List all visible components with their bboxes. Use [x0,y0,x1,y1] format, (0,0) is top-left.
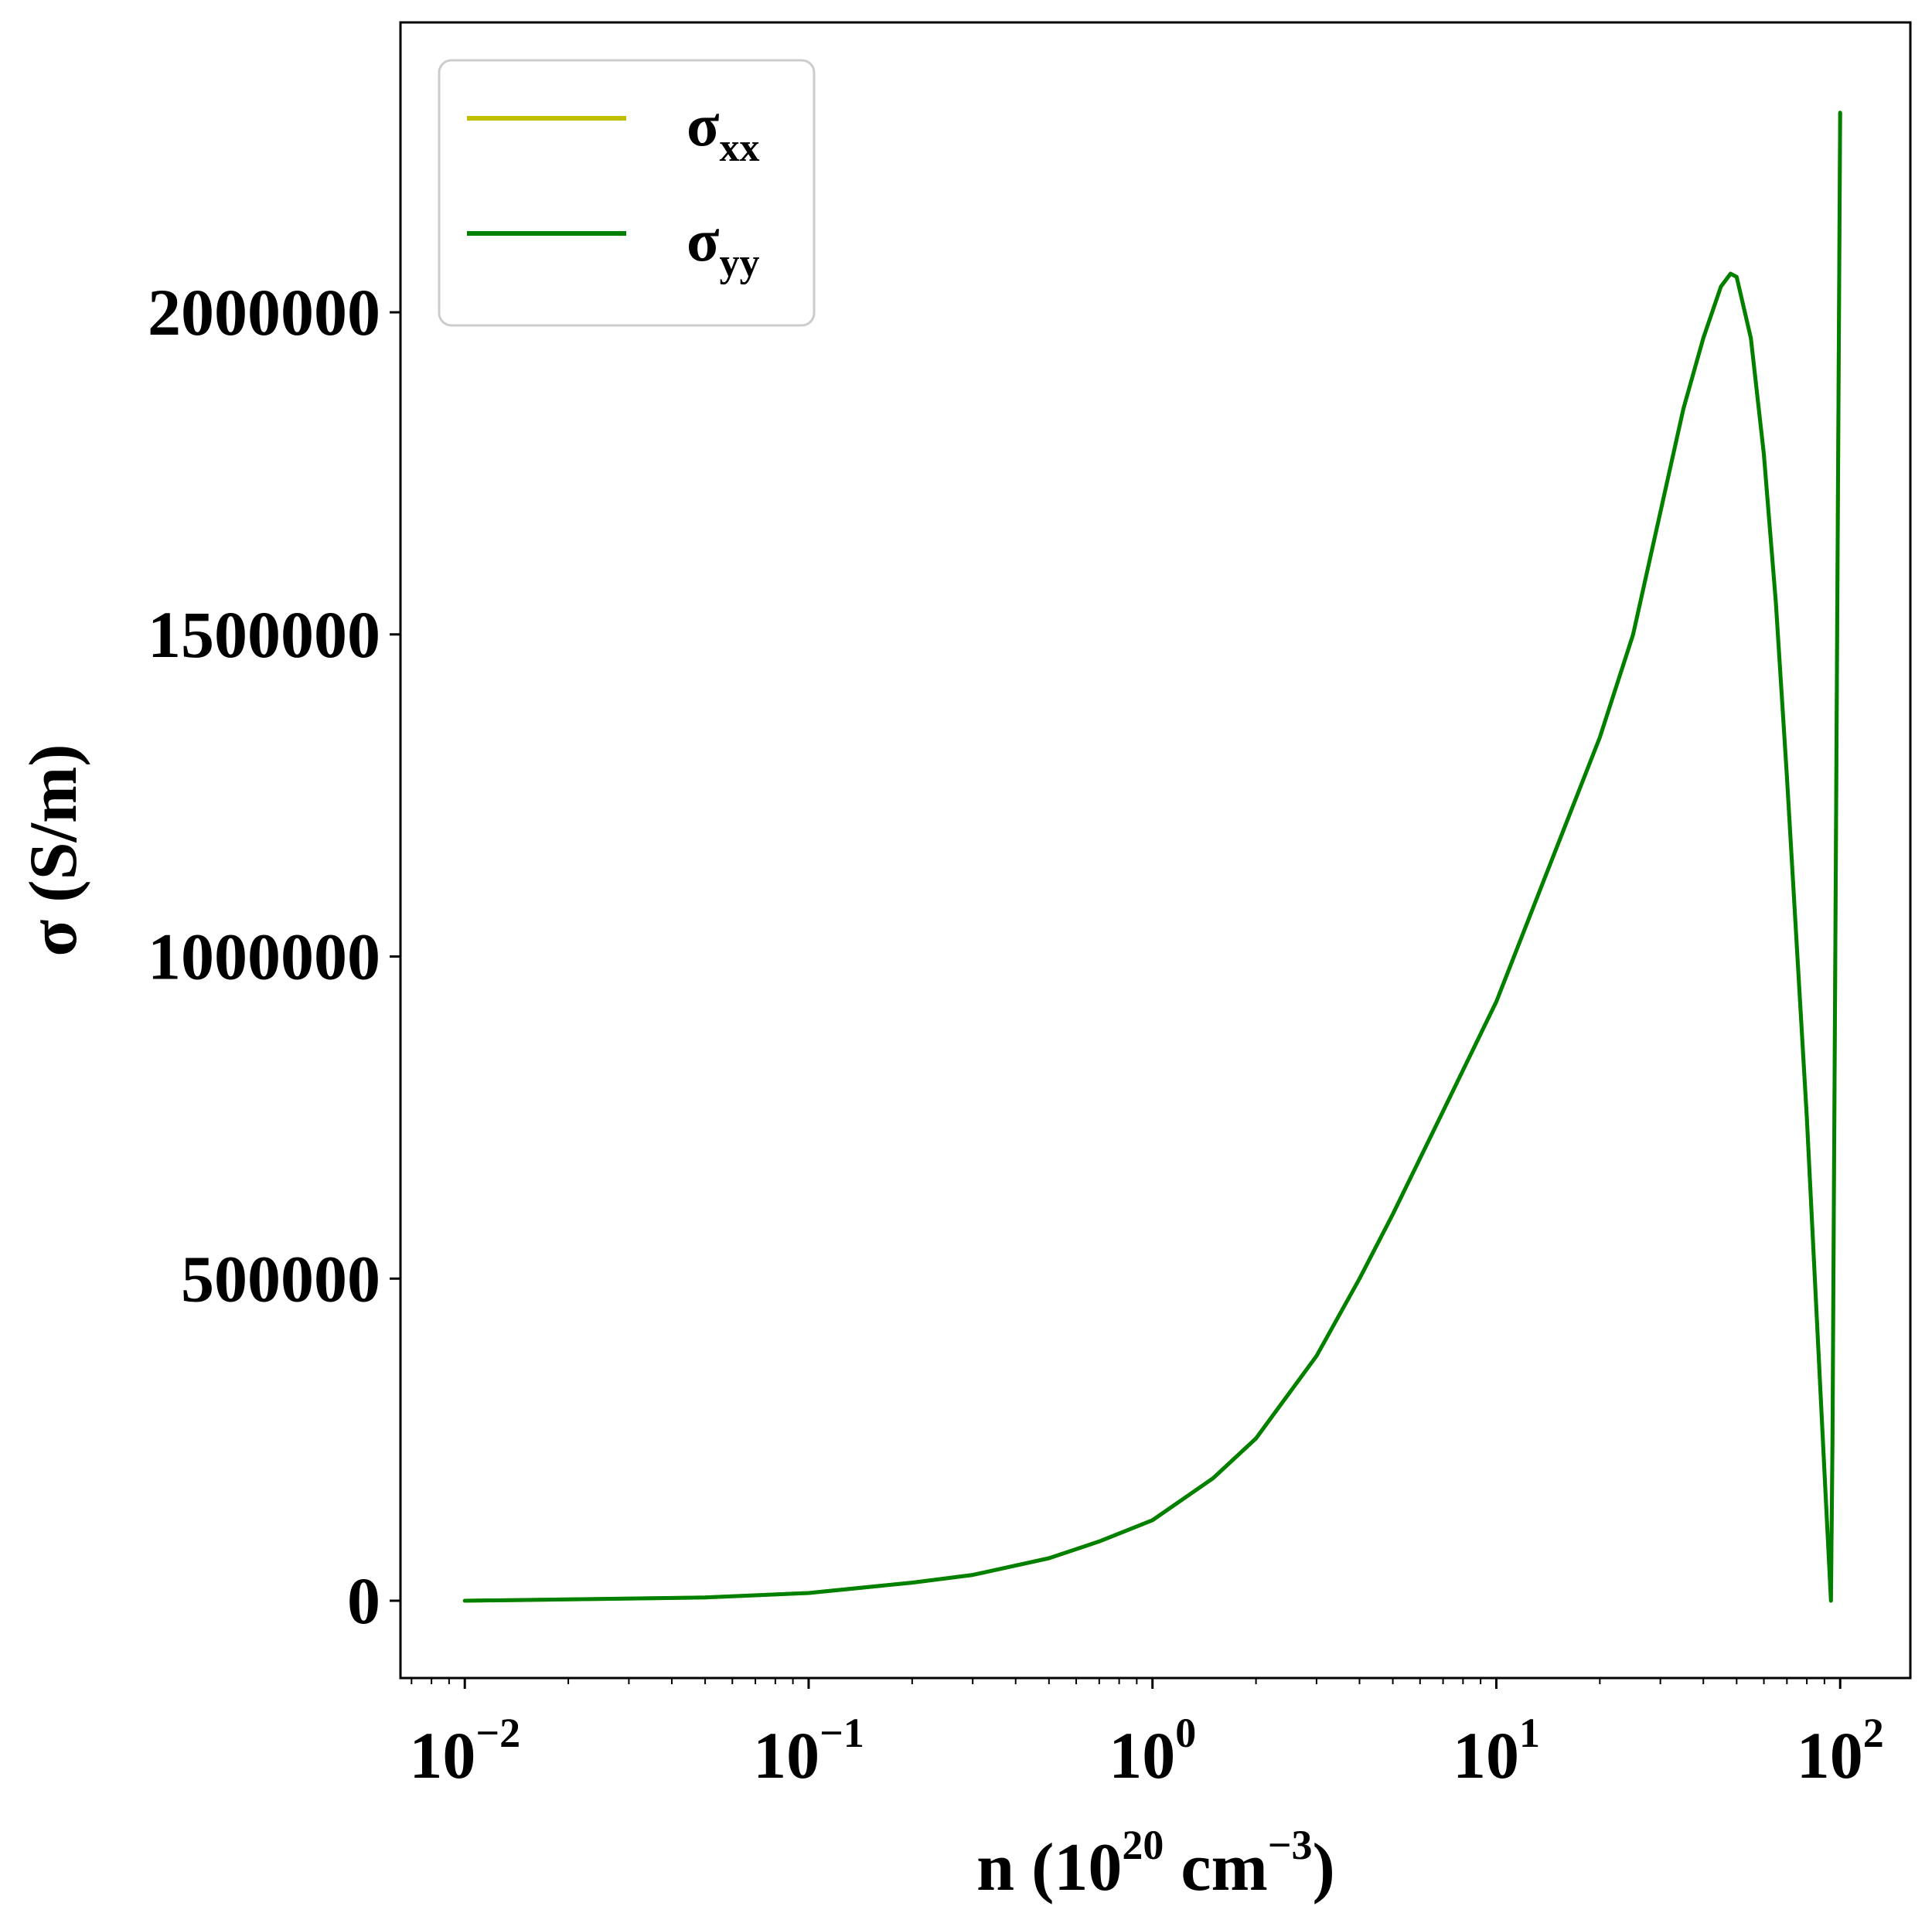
legend: σxx σyy [438,59,816,327]
y-tick-label: 1000000 [148,920,380,994]
x-tick-label: 101 [1453,1710,1540,1792]
x-tick-label-exponent: 0 [1175,1710,1196,1756]
legend-label-sigma-xx: σxx [687,91,759,170]
legend-label-sigma-xx-subscript: xx [719,126,759,170]
x-tick-label: 102 [1797,1710,1884,1792]
x-axis-label-base: n (10 [976,1830,1122,1905]
x-tick-label: 100 [1109,1710,1196,1792]
x-axis-label-end: ) [1313,1830,1335,1905]
x-axis-label-unit: cm [1164,1830,1267,1905]
series-line-sigma-yy [462,111,1842,1603]
x-axis-label: n (1020 cm−3) [976,1822,1335,1905]
y-tick-label: 1500000 [148,597,380,672]
plot-frame [399,21,1912,1680]
legend-box [438,59,816,327]
x-axis-label-exponent-2: −3 [1268,1822,1313,1868]
x-tick-label-base: 10 [753,1718,819,1792]
x-tick-label-exponent: −2 [475,1710,520,1756]
legend-label-sigma-yy: σyy [687,206,759,285]
x-axis-ticks: 10−2 10−1 100 101 102 [409,1678,1884,1792]
x-axis-label-exponent-1: 20 [1122,1822,1164,1868]
y-axis-ticks: 0 500000 1000000 1500000 2000000 [148,275,400,1638]
legend-label-sigma-yy-subscript: yy [719,241,759,285]
legend-label-sigma-xx-symbol: σ [687,91,719,158]
y-tick-label: 2000000 [148,275,380,349]
y-tick-label: 500000 [181,1241,380,1316]
x-tick-label-exponent: 1 [1519,1710,1540,1756]
x-tick-label: 10−1 [753,1710,864,1792]
x-tick-label-base: 10 [1109,1718,1175,1792]
x-tick-label: 10−2 [409,1710,520,1792]
x-tick-label-base: 10 [1797,1718,1863,1792]
x-tick-label-base: 10 [409,1718,475,1792]
x-tick-label-exponent: 2 [1863,1710,1884,1756]
y-tick-label: 0 [347,1564,380,1638]
y-axis-label: σ (S/m) [16,744,91,956]
legend-label-sigma-yy-symbol: σ [687,206,719,274]
x-tick-label-base: 10 [1453,1718,1519,1792]
x-tick-label-exponent: −1 [819,1710,864,1756]
series-layer [462,111,1842,1603]
